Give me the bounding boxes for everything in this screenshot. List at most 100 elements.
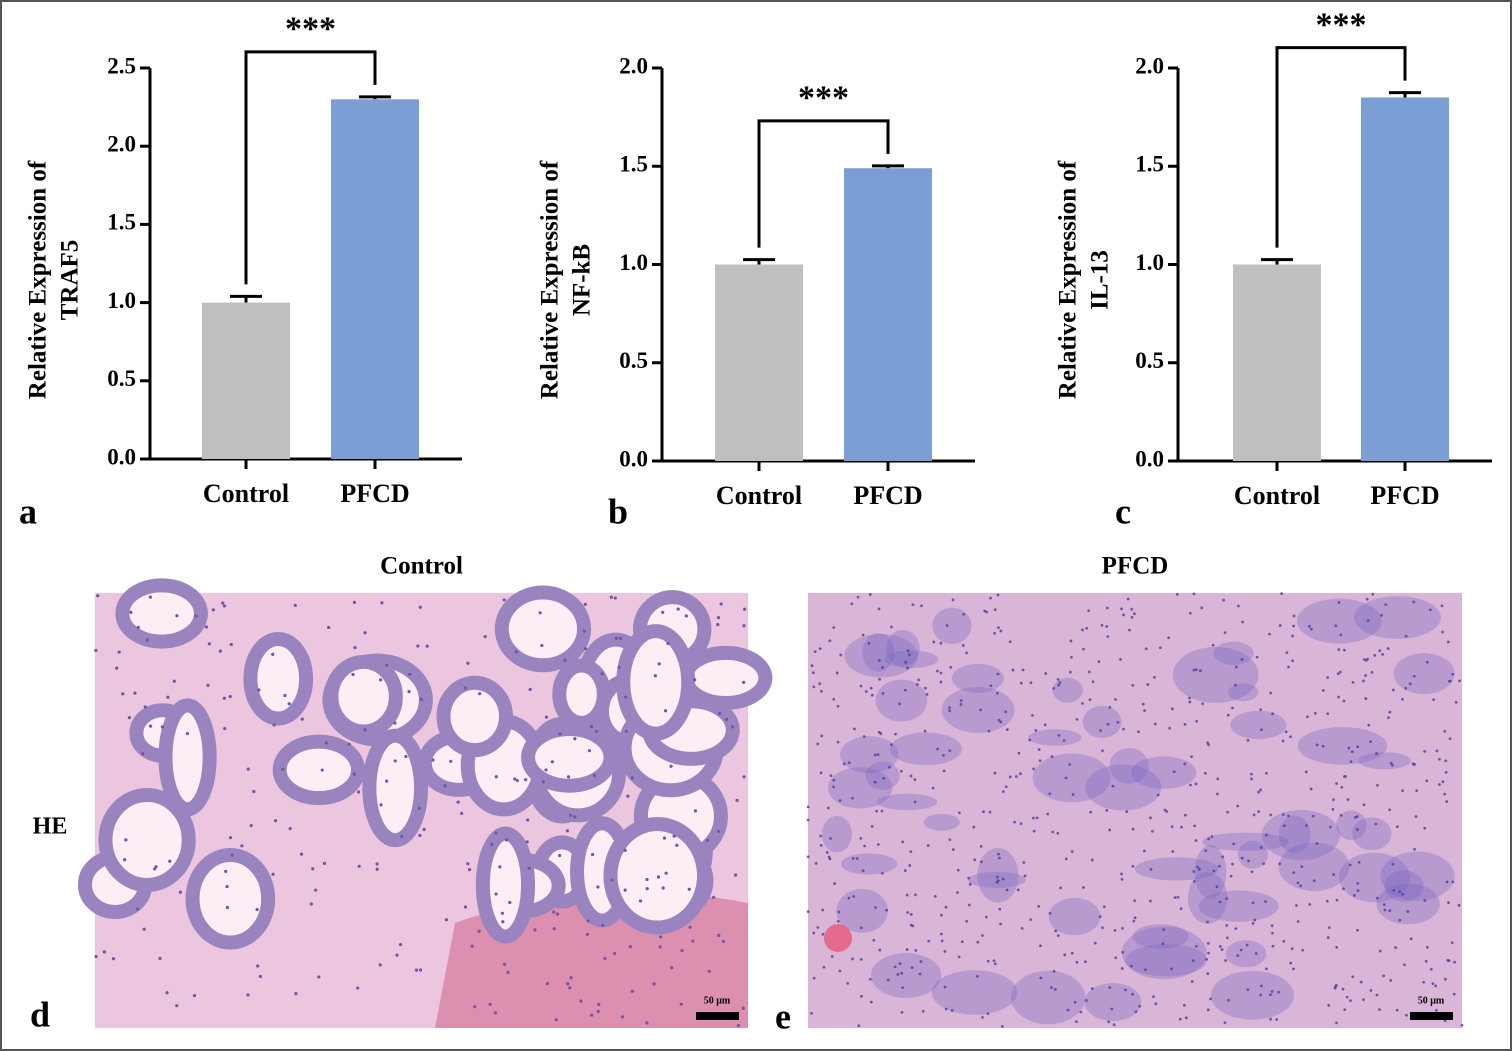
nucleus <box>853 727 856 731</box>
nucleus <box>842 762 846 766</box>
nucleus <box>949 665 953 669</box>
nucleus <box>94 648 98 652</box>
nucleus <box>972 825 976 829</box>
significance-label: *** <box>1316 6 1367 43</box>
nucleus <box>1167 636 1171 640</box>
nucleus <box>628 945 632 949</box>
nucleus <box>1423 899 1427 902</box>
nucleus <box>981 934 984 937</box>
nucleus <box>1334 624 1338 628</box>
nucleus <box>356 986 360 990</box>
nucleus <box>1201 702 1205 706</box>
nucleus <box>1333 986 1337 990</box>
cell-cluster <box>1048 897 1101 936</box>
nucleus <box>1212 869 1216 873</box>
nucleus <box>600 672 604 676</box>
cell-cluster <box>1084 983 1142 1022</box>
nucleus <box>1020 926 1024 930</box>
cell-cluster <box>1109 747 1149 784</box>
nucleus <box>886 978 890 982</box>
scale-label: 50 μm <box>1418 995 1445 1006</box>
nucleus <box>917 678 921 682</box>
nucleus <box>229 642 233 647</box>
nucleus <box>1005 888 1009 892</box>
cell-cluster <box>1202 832 1289 851</box>
nucleus <box>395 953 399 957</box>
nucleus <box>1110 1007 1114 1011</box>
nucleus <box>1327 926 1331 930</box>
nucleus <box>1112 1023 1116 1027</box>
nucleus <box>1339 633 1343 637</box>
nucleus <box>168 859 172 863</box>
nucleus <box>933 894 937 898</box>
nucleus <box>1170 825 1174 829</box>
nucleus <box>1048 792 1052 796</box>
nucleus <box>1093 941 1097 945</box>
nucleus <box>986 959 990 963</box>
nucleus <box>1296 881 1300 885</box>
nucleus <box>1081 701 1084 705</box>
nucleus <box>1032 767 1036 771</box>
nucleus <box>393 759 397 763</box>
cell-cluster <box>1261 809 1341 861</box>
nucleus <box>1149 899 1152 903</box>
nucleus <box>944 1007 948 1011</box>
nucleus <box>352 772 356 776</box>
nucleus <box>989 684 993 688</box>
cell-cluster <box>931 970 1018 1015</box>
nucleus <box>829 774 833 777</box>
nucleus <box>810 1011 813 1015</box>
nucleus <box>959 703 963 706</box>
cell-cluster <box>836 888 888 933</box>
nucleus <box>1108 705 1112 709</box>
nucleus <box>252 789 256 794</box>
nucleus <box>1218 900 1222 904</box>
nucleus <box>418 605 422 609</box>
nucleus <box>908 653 911 657</box>
nucleus <box>819 689 823 693</box>
gland <box>616 624 696 741</box>
nucleus <box>819 844 823 847</box>
nucleus <box>1085 999 1088 1002</box>
nucleus <box>1304 770 1308 774</box>
nucleus <box>707 969 711 973</box>
nucleus <box>314 888 318 892</box>
nucleus <box>1245 943 1249 947</box>
nucleus <box>1438 757 1441 761</box>
nucleus <box>1326 712 1330 716</box>
nucleus <box>96 594 100 598</box>
nucleus <box>1084 960 1087 964</box>
nucleus <box>601 923 605 927</box>
nucleus <box>1326 936 1330 939</box>
nucleus <box>1205 957 1208 961</box>
nucleus <box>273 819 278 823</box>
nucleus <box>816 926 820 929</box>
nucleus <box>1120 607 1123 611</box>
cell-cluster <box>1210 970 1295 1020</box>
cell-cluster <box>884 650 939 669</box>
nucleus <box>1335 1021 1338 1025</box>
nucleus <box>223 726 227 731</box>
nucleus <box>444 918 449 922</box>
nucleus <box>1070 850 1074 854</box>
nucleus <box>900 971 904 975</box>
nucleus <box>1337 648 1341 652</box>
nucleus <box>1165 810 1169 813</box>
nucleus <box>1101 926 1104 930</box>
nucleus <box>1344 775 1347 778</box>
nucleus <box>1069 639 1073 643</box>
nucleus <box>281 767 285 771</box>
cell-cluster <box>967 871 1026 888</box>
nucleus <box>725 717 729 722</box>
nucleus <box>996 875 999 879</box>
nucleus <box>1444 759 1448 763</box>
nucleus <box>1197 867 1201 871</box>
nucleus <box>1277 990 1280 994</box>
cell-cluster <box>1132 924 1189 949</box>
nucleus <box>1168 726 1172 730</box>
nucleus <box>568 813 573 817</box>
nucleus <box>658 945 662 949</box>
nucleus <box>272 723 276 727</box>
nucleus <box>904 688 907 692</box>
y-tick-label: 2.0 <box>619 53 648 78</box>
